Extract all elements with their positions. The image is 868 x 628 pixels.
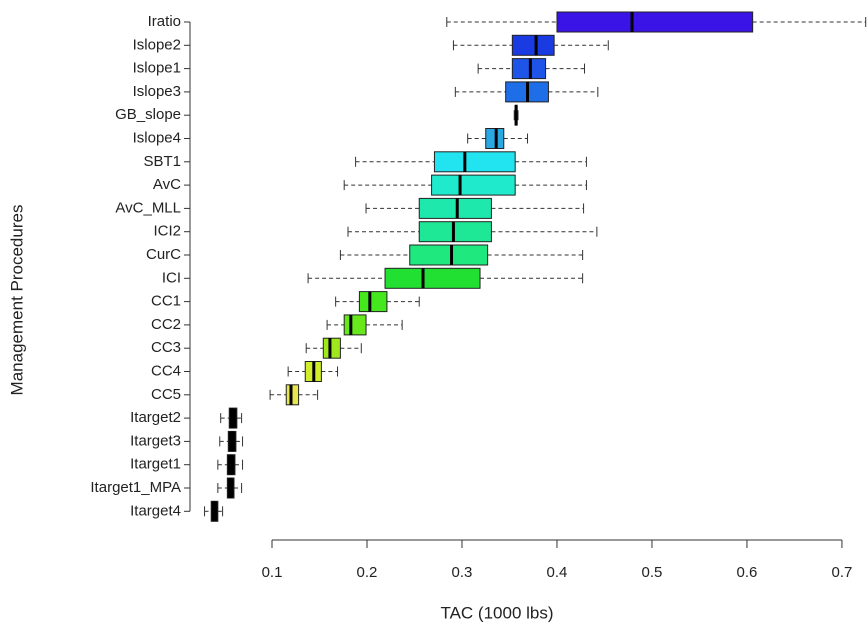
y-tick-label: GB_slope bbox=[115, 106, 181, 123]
y-tick-label: Islope2 bbox=[133, 36, 181, 53]
box bbox=[418, 197, 492, 219]
x-tick-label: 0.1 bbox=[262, 564, 283, 581]
x-tick-label: 0.5 bbox=[642, 564, 663, 581]
y-tick-label: CC2 bbox=[151, 316, 181, 333]
y-tick-label: CC1 bbox=[151, 293, 181, 310]
x-tick-label: 0.2 bbox=[357, 564, 378, 581]
y-tick-label: Islope1 bbox=[133, 60, 181, 77]
x-tick-label: 0.6 bbox=[737, 564, 758, 581]
y-tick-label: Islope4 bbox=[133, 129, 181, 146]
box bbox=[384, 267, 481, 289]
box bbox=[556, 11, 754, 33]
y-tick-label: ICI bbox=[162, 269, 181, 286]
y-tick-label: Iratio bbox=[148, 13, 181, 30]
y-tick-label: CC5 bbox=[151, 386, 181, 403]
box bbox=[511, 34, 555, 56]
y-tick-label: Islope3 bbox=[133, 83, 181, 100]
box bbox=[409, 244, 489, 266]
box bbox=[431, 174, 516, 196]
box bbox=[322, 337, 341, 359]
y-tick-label: CurC bbox=[146, 246, 181, 263]
y-tick-label: ICI2 bbox=[153, 223, 181, 240]
y-tick-label: CC4 bbox=[151, 362, 181, 379]
y-tick-label: Itarget1_MPA bbox=[90, 479, 181, 496]
y-axis-title: Management Procedures bbox=[7, 205, 26, 396]
x-axis-title: TAC (1000 lbs) bbox=[440, 603, 553, 622]
y-tick-label: Itarget2 bbox=[130, 409, 181, 426]
y-tick-label: Itarget4 bbox=[130, 502, 181, 519]
box bbox=[433, 151, 516, 173]
box bbox=[343, 314, 367, 336]
y-tick-label: AvC_MLL bbox=[115, 199, 181, 216]
y-tick-label: Itarget3 bbox=[130, 432, 181, 449]
box bbox=[418, 221, 492, 243]
x-tick-label: 0.4 bbox=[547, 564, 568, 581]
y-tick-label: Itarget1 bbox=[130, 456, 181, 473]
x-tick-label: 0.7 bbox=[832, 564, 853, 581]
y-tick-label: AvC bbox=[153, 176, 181, 193]
box bbox=[358, 291, 388, 313]
y-tick-label: SBT1 bbox=[143, 153, 181, 170]
x-tick-label: 0.3 bbox=[452, 564, 473, 581]
y-tick-label: CC3 bbox=[151, 339, 181, 356]
